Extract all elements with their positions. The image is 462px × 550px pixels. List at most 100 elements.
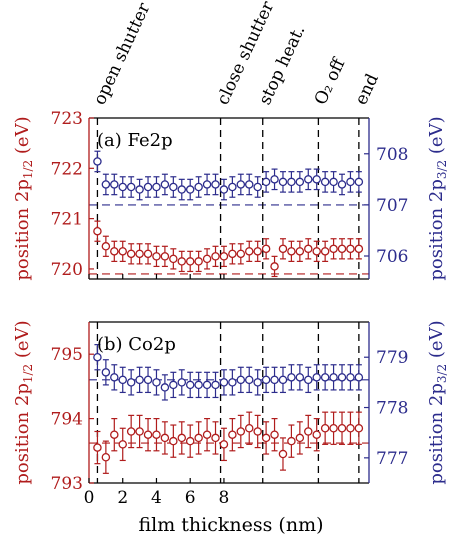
panel-label: (a) Fe2p	[97, 130, 173, 151]
data-point	[118, 375, 127, 385]
data-point	[278, 375, 288, 385]
data-point	[169, 182, 178, 192]
data-point	[101, 368, 111, 377]
data-point	[202, 180, 212, 189]
data-point	[110, 373, 119, 382]
data-point	[337, 244, 347, 254]
data-point	[101, 180, 111, 189]
data-point	[304, 427, 313, 436]
x-axis: film thickness (nm) 0 2 4 6 8	[84, 488, 324, 536]
data-point	[118, 182, 127, 192]
data-point	[261, 433, 271, 443]
data-point	[194, 433, 203, 443]
data-point	[244, 180, 254, 189]
data-point	[126, 378, 136, 387]
data-point	[346, 373, 355, 382]
right-tick-label: 708	[376, 145, 408, 165]
left-tick-label: 721	[51, 210, 83, 230]
data-point	[346, 424, 355, 433]
right-tick-label: 706	[376, 247, 408, 267]
data-point	[312, 373, 321, 382]
event-label-4: end	[351, 71, 383, 108]
data-point	[219, 252, 229, 261]
data-point	[110, 430, 119, 439]
data-point	[295, 373, 305, 382]
data-point	[219, 378, 229, 387]
data-point	[304, 244, 313, 254]
data-point	[312, 430, 321, 439]
data-point	[194, 380, 203, 390]
data-point	[295, 247, 305, 256]
data-point	[244, 375, 254, 385]
left-axis-label: position 2p1/2 (eV)	[12, 116, 35, 280]
data-point	[202, 380, 212, 390]
data-point	[228, 378, 237, 387]
x-tick-label: 4	[151, 488, 162, 508]
panel-label: (b) Co2p	[97, 334, 176, 355]
data-point	[202, 254, 212, 264]
data-point	[143, 375, 153, 385]
data-point	[152, 252, 161, 261]
data-point	[177, 257, 187, 266]
x-tick-label: 2	[117, 488, 128, 508]
data-point	[253, 247, 262, 256]
data-point	[152, 182, 161, 192]
data-point	[337, 424, 347, 433]
data-point	[354, 177, 364, 187]
data-point	[185, 380, 195, 390]
right-axis-label: position 2p3/2 (eV)	[426, 320, 449, 484]
series-left	[93, 411, 364, 474]
data-point	[278, 244, 288, 254]
data-point	[278, 449, 288, 459]
data-point	[169, 380, 178, 390]
data-point	[236, 375, 246, 385]
data-point	[253, 378, 262, 387]
data-point	[101, 242, 111, 251]
data-point	[261, 177, 271, 187]
data-point	[169, 436, 178, 446]
data-point	[118, 247, 127, 256]
data-point	[337, 180, 347, 189]
data-point	[320, 177, 330, 187]
data-point	[177, 378, 187, 387]
data-point	[211, 380, 220, 390]
data-point	[312, 247, 321, 256]
data-point	[194, 182, 203, 192]
panel-fe2p: 720 721 722 723 706 707 708 (a) Fe2p position 2p…	[12, 109, 449, 281]
right-axis-label: position 2p3/2 (eV)	[426, 116, 449, 280]
data-point	[93, 226, 102, 236]
x-tick-label: 0	[84, 488, 95, 508]
data-point	[135, 249, 144, 259]
data-point	[346, 177, 355, 187]
data-point	[160, 383, 170, 392]
data-point	[126, 249, 136, 259]
data-point	[177, 185, 187, 194]
left-tick-label: 795	[51, 345, 83, 365]
left-tick-label: 722	[51, 159, 83, 179]
data-point	[329, 244, 338, 254]
x-axis-label: film thickness (nm)	[138, 514, 323, 536]
right-tick-label: 779	[376, 348, 408, 368]
data-point	[211, 180, 220, 189]
event-label-0: open shutter	[90, 0, 155, 108]
data-point	[312, 175, 321, 184]
data-point	[211, 433, 220, 443]
data-point	[160, 433, 170, 443]
right-tick-label: 778	[376, 399, 408, 419]
data-point	[169, 254, 178, 264]
data-point	[270, 175, 279, 184]
data-point	[126, 182, 136, 192]
data-point	[320, 247, 330, 256]
data-point	[185, 257, 195, 266]
data-point	[93, 352, 102, 362]
data-point	[244, 247, 254, 256]
data-point	[93, 443, 102, 452]
data-point	[287, 373, 296, 382]
data-point	[135, 427, 144, 436]
data-point	[261, 375, 271, 385]
data-point	[118, 440, 127, 449]
right-tick-label: 777	[376, 449, 408, 469]
data-point	[93, 157, 102, 166]
data-point	[278, 177, 288, 187]
left-tick-label: 723	[51, 109, 83, 129]
